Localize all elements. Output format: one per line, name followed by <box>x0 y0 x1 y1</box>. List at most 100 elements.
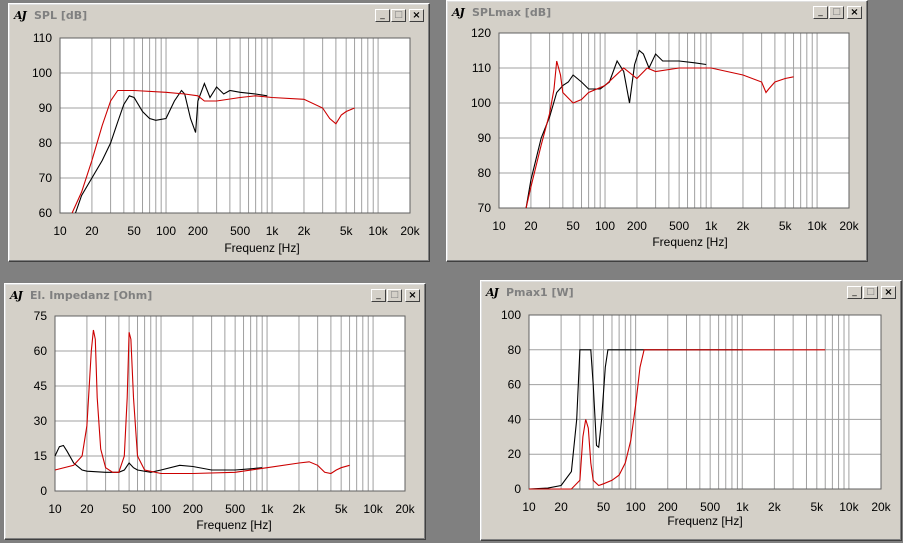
spl-titlebar[interactable]: AJ SPL [dB] _ □ × <box>12 7 426 25</box>
y-tick-label: 20 <box>508 447 522 461</box>
y-tick-label: 100 <box>501 308 521 322</box>
close-button[interactable]: × <box>847 6 862 19</box>
x-tick-label: 10k <box>363 502 383 516</box>
spl-chart: 60 70 80 90 100 110 10 20 50 100 200 500 1k 2k 5k 10k 20… <box>32 31 421 255</box>
minimize-button[interactable]: _ <box>371 289 386 302</box>
x-tick-label: 200 <box>627 219 647 233</box>
x-tick-label: 200 <box>658 500 678 514</box>
x-tick-label: 500 <box>669 219 689 233</box>
splmax-window[interactable]: AJ SPLmax [dB] _ □ × 70 80 90 100 110 120 10 20… <box>446 0 868 262</box>
x-tick-label: 100 <box>595 219 615 233</box>
y-tick-label: 75 <box>34 309 48 323</box>
y-tick-label: 80 <box>508 343 522 357</box>
y-tick-label: 70 <box>39 171 53 185</box>
x-tick-label: 10k <box>368 224 388 238</box>
window-title: Pmax1 [W] <box>506 286 574 299</box>
y-tick-label: 60 <box>34 344 48 358</box>
x-tick-label: 10 <box>522 500 536 514</box>
x-axis-label: Frequenz [Hz] <box>667 514 742 528</box>
x-axis-label: Frequenz [Hz] <box>652 235 727 249</box>
x-tick-label: 5k <box>335 502 349 516</box>
app-logo-icon[interactable]: AJ <box>14 9 27 22</box>
y-tick-label: 110 <box>33 31 52 45</box>
x-tick-label: 200 <box>188 224 208 238</box>
x-tick-label: 10k <box>807 219 827 233</box>
x-tick-label: 20k <box>839 219 859 233</box>
x-tick-label: 50 <box>597 500 611 514</box>
series-line-red <box>529 349 826 490</box>
maximize-button[interactable]: □ <box>387 289 402 302</box>
x-tick-label: 5k <box>340 224 354 238</box>
y-tick-label: 0 <box>514 482 521 496</box>
x-tick-label: 50 <box>127 224 141 238</box>
y-tick-label: 40 <box>508 412 522 426</box>
y-tick-label: 100 <box>471 96 491 110</box>
close-button[interactable]: × <box>409 9 424 22</box>
close-button[interactable]: × <box>881 286 896 299</box>
x-tick-label: 500 <box>225 502 245 516</box>
x-tick-label: 10 <box>48 502 62 516</box>
x-tick-label: 10 <box>492 219 506 233</box>
plot-frame <box>498 32 850 209</box>
y-tick-label: 60 <box>39 206 53 220</box>
x-tick-label: 50 <box>566 219 580 233</box>
spl-window[interactable]: AJ SPL [dB] _ □ × 60 70 80 90 100 110 10 20 50 10… <box>8 3 430 262</box>
series-line-black <box>74 81 268 214</box>
window-title: El. Impedanz [Ohm] <box>30 289 153 302</box>
x-tick-label: 20 <box>85 224 99 238</box>
x-tick-label: 20 <box>554 500 568 514</box>
x-axis-label: Frequenz [Hz] <box>224 241 299 255</box>
window-title: SPL [dB] <box>34 9 88 22</box>
impedanz-chart: 0 15 30 45 60 75 10 20 50 100 200 500 1k 2k 5k 10k 20k Fr… <box>34 309 416 532</box>
x-tick-label: 2k <box>768 500 782 514</box>
splmax-chart: 70 80 90 100 110 120 10 20 50 100 200 500 1k 2k 5k 10k 2… <box>471 26 860 249</box>
x-tick-label: 500 <box>230 224 250 238</box>
x-tick-label: 10k <box>839 500 859 514</box>
maximize-button[interactable]: □ <box>863 286 878 299</box>
y-tick-label: 70 <box>478 201 492 215</box>
x-tick-label: 100 <box>626 500 646 514</box>
x-tick-label: 100 <box>151 502 171 516</box>
y-tick-label: 120 <box>471 26 491 40</box>
minimize-button[interactable]: _ <box>813 6 828 19</box>
pmax-window[interactable]: AJ Pmax1 [W] _ □ × 0 20 40 60 80 100 10 20 50 100… <box>480 280 902 541</box>
plot-area <box>60 38 410 213</box>
minimize-button[interactable]: _ <box>847 286 862 299</box>
y-tick-label: 80 <box>39 136 53 150</box>
series-line-black <box>525 49 707 209</box>
x-tick-label: 20 <box>524 219 538 233</box>
x-tick-label: 5k <box>779 219 793 233</box>
plot-frame <box>528 314 882 490</box>
y-tick-label: 80 <box>478 166 492 180</box>
maximize-button[interactable]: □ <box>391 9 406 22</box>
x-tick-label: 20k <box>871 500 891 514</box>
plot-frame <box>54 315 406 492</box>
maximize-button[interactable]: □ <box>829 6 844 19</box>
plot-area <box>55 316 405 491</box>
close-button[interactable]: × <box>405 289 420 302</box>
x-tick-label: 2k <box>293 502 307 516</box>
x-tick-label: 1k <box>736 500 750 514</box>
plot-frame <box>59 37 411 214</box>
minimize-button[interactable]: _ <box>375 9 390 22</box>
x-tick-label: 20k <box>400 224 420 238</box>
x-tick-label: 200 <box>183 502 203 516</box>
x-tick-label: 20 <box>80 502 94 516</box>
plot-area <box>529 315 881 489</box>
app-logo-icon[interactable]: AJ <box>10 289 23 302</box>
y-tick-label: 110 <box>472 61 491 75</box>
series-line-red <box>71 89 355 214</box>
x-tick-label: 1k <box>261 502 275 516</box>
x-tick-label: 50 <box>122 502 136 516</box>
app-logo-icon[interactable]: AJ <box>452 6 465 19</box>
series-line-black <box>54 444 263 473</box>
series-line-red <box>54 329 350 475</box>
impedanz-titlebar[interactable]: AJ El. Impedanz [Ohm] _ □ × <box>8 287 422 305</box>
app-logo-icon[interactable]: AJ <box>486 286 499 299</box>
splmax-titlebar[interactable]: AJ SPLmax [dB] _ □ × <box>450 4 864 22</box>
x-tick-label: 1k <box>705 219 719 233</box>
y-tick-label: 90 <box>478 131 492 145</box>
pmax-titlebar[interactable]: AJ Pmax1 [W] _ □ × <box>484 284 898 302</box>
pmax-chart: 0 20 40 60 80 100 10 20 50 100 200 500 1k 2k 5k 10k 20k F… <box>501 308 892 528</box>
impedanz-window[interactable]: AJ El. Impedanz [Ohm] _ □ × 0 15 30 45 60 75 1… <box>4 283 426 540</box>
